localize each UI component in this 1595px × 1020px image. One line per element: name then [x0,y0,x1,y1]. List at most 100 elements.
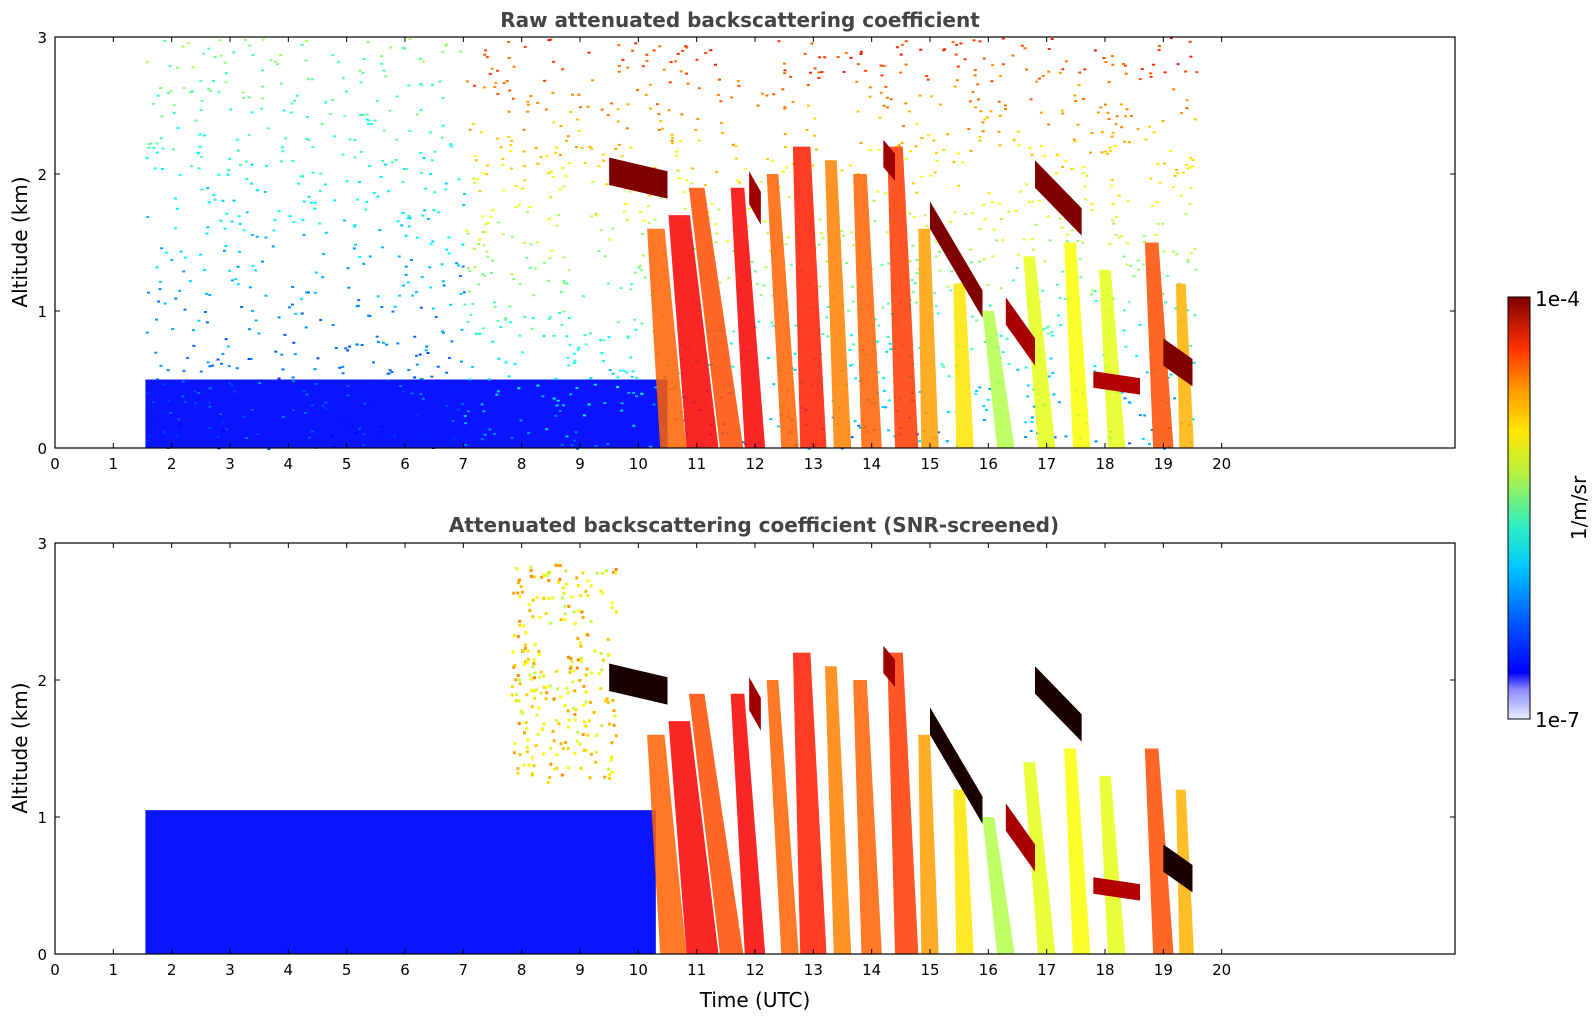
noise-cell [368,255,372,258]
noise-cell [569,393,573,396]
noise-cell [364,208,368,211]
noise-cell [714,241,718,244]
aerosol-cell [580,610,584,614]
cloud-layer-mark [930,707,983,824]
noise-cell [1099,106,1103,109]
noise-cell [419,378,423,381]
noise-cell [885,350,889,353]
aerosol-cell [549,746,553,750]
noise-cell [573,359,577,362]
noise-cell [1038,199,1042,202]
noise-cell [629,288,633,291]
noise-cell [934,240,938,243]
boundary-layer-mark [145,810,656,954]
noise-cell [1084,198,1088,201]
noise-cell [307,138,311,141]
aerosol-cell [573,718,577,722]
noise-cell [789,263,793,266]
noise-cell [174,197,178,200]
noise-cell [159,364,163,367]
noise-cell [264,294,268,297]
noise-cell [1127,141,1131,144]
noise-cell [192,344,196,347]
noise-cell [318,189,322,192]
aerosol-cell [566,655,570,659]
noise-cell [260,97,264,100]
noise-cell [948,220,952,223]
noise-cell [577,93,581,96]
noise-cell [1112,222,1116,225]
noise-cell [444,188,448,191]
noise-cell [926,78,930,81]
noise-cell [738,181,742,184]
noise-cell [998,202,1002,205]
aerosol-cell [525,693,529,697]
aerosol-cell [512,751,516,755]
noise-cell [777,40,781,43]
noise-cell [489,215,493,218]
noise-cell [1083,185,1087,188]
noise-cell [823,56,827,59]
noise-cell [1007,363,1011,366]
aerosol-cell [589,619,593,623]
aerosol-cell [524,721,528,725]
noise-cell [419,432,423,435]
aerosol-cell [544,612,548,616]
noise-cell [584,343,588,346]
noise-cell [900,141,904,144]
noise-cell [620,402,624,405]
noise-cell [352,247,356,250]
noise-cell [519,419,523,422]
aerosol-cell [566,725,570,729]
noise-cell [736,179,740,182]
noise-cell [1108,146,1112,149]
noise-cell [756,104,760,107]
noise-cell [218,39,222,42]
noise-cell [301,175,305,178]
noise-cell [880,264,884,267]
noise-cell [627,391,631,394]
noise-cell [403,47,407,50]
aerosol-cell [606,637,610,641]
aerosol-cell [559,618,563,622]
noise-cell [882,389,886,392]
noise-cell [464,422,468,425]
noise-cell [465,80,469,83]
noise-cell [404,273,408,276]
noise-cell [361,443,365,446]
noise-cell [848,164,852,167]
noise-cell [1189,157,1193,160]
noise-cell [1001,351,1005,354]
noise-cell [468,378,472,381]
noise-cell [720,122,724,125]
noise-cell [441,50,445,53]
noise-cell [628,190,632,193]
noise-cell [850,334,854,337]
noise-cell [1140,68,1144,71]
noise-cell [459,360,463,363]
noise-cell [208,405,212,408]
noise-cell [430,83,434,86]
aerosol-cell [566,709,570,713]
noise-cell [1193,118,1197,121]
noise-cell [145,61,149,64]
noise-cell [599,339,603,342]
noise-cell [1047,47,1051,50]
noise-cell [1056,154,1060,157]
noise-cell [1047,375,1051,378]
noise-cell [731,143,735,146]
noise-cell [625,127,629,130]
noise-cell [852,343,856,346]
noise-cell [382,435,386,438]
noise-cell [174,431,178,434]
noise-cell [951,41,955,44]
aerosol-cell [517,578,521,582]
noise-cell [224,245,228,248]
noise-cell [413,335,417,338]
noise-cell [517,387,521,390]
noise-cell [219,362,223,365]
noise-cell [882,65,886,68]
noise-cell [228,269,232,272]
noise-cell [324,231,328,234]
noise-cell [732,250,736,253]
